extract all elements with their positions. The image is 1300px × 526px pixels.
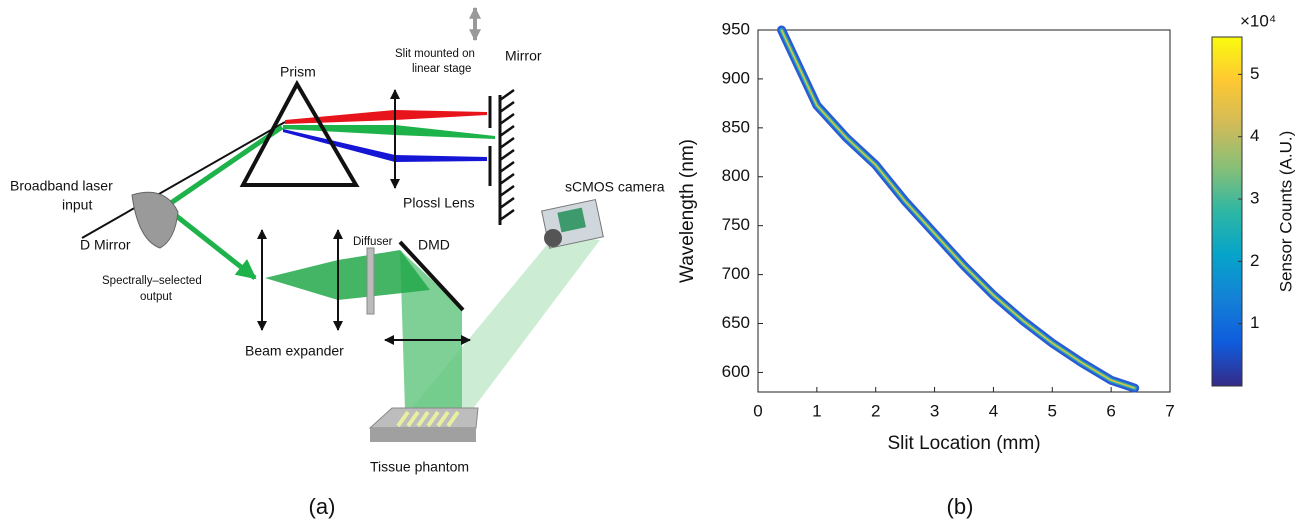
- x-tick-label: 5: [1048, 401, 1057, 420]
- y-tick-label: 850: [722, 117, 750, 136]
- dmd: [398, 240, 465, 312]
- x-tick-label: 0: [753, 401, 762, 420]
- x-tick-label: 2: [871, 401, 880, 420]
- colorbar-label: Sensor Counts (A.U.): [1276, 131, 1295, 293]
- diffuser: [366, 247, 375, 315]
- y-tick-label: 800: [722, 166, 750, 185]
- caption: (a): [309, 494, 336, 519]
- red-ray: [285, 110, 487, 124]
- label: Spectrally–selected: [102, 275, 202, 287]
- prism: [239, 79, 360, 187]
- caption: (b): [947, 494, 974, 519]
- x-tick-label: 7: [1165, 401, 1174, 420]
- label: Prism: [280, 64, 316, 80]
- colorbar-tick-label: 5: [1250, 64, 1259, 83]
- x-tick-label: 1: [812, 401, 821, 420]
- label: Beam expander: [245, 343, 344, 359]
- label: Tissue phantom: [370, 459, 469, 475]
- phantom-stage: [370, 428, 476, 442]
- phantom-pattern: [396, 410, 460, 428]
- laser-input: [81, 121, 286, 239]
- label: Slit mounted on: [395, 48, 475, 60]
- y-tick-label: 700: [722, 264, 750, 283]
- camera-sensor: [557, 207, 586, 233]
- label: Plossl Lens: [403, 195, 475, 211]
- x-tick-label: 6: [1106, 401, 1115, 420]
- label: input: [62, 197, 92, 213]
- d-mirror: [131, 191, 179, 249]
- curve-core: [780, 29, 1135, 389]
- y-tick-label: 900: [722, 68, 750, 87]
- blue-ray: [283, 129, 487, 162]
- green-ray: [283, 125, 495, 139]
- expanded-beam: [265, 250, 430, 300]
- colorbar-tick-label: 3: [1250, 189, 1259, 208]
- colorbar-multiplier: ×10⁴: [1240, 11, 1276, 30]
- y-tick-label: 750: [722, 215, 750, 234]
- green-beam: [160, 124, 284, 280]
- label: Diffuser: [353, 236, 393, 248]
- camera-lens: [544, 229, 562, 247]
- label: D Mirror: [80, 237, 131, 253]
- colorbar-tick-label: 1: [1250, 313, 1259, 332]
- diagram: Prism Slit mounted on linear stage Mirro…: [10, 6, 665, 519]
- y-tick-label: 950: [722, 19, 750, 38]
- x-tick-label: 4: [989, 401, 998, 420]
- label: sCMOS camera: [565, 179, 665, 195]
- label: Broadband laser: [10, 178, 113, 194]
- y-tick-label: 600: [722, 362, 750, 381]
- label: DMD: [418, 237, 450, 253]
- label: output: [140, 291, 173, 303]
- colorbar: [1211, 36, 1243, 387]
- mirror-hatch: [499, 88, 515, 222]
- colorbar-tick-label: 4: [1250, 126, 1259, 145]
- x-tick-label: 3: [930, 401, 939, 420]
- plot-frame: [757, 29, 1171, 393]
- y-tick-label: 650: [722, 313, 750, 332]
- label: linear stage: [412, 63, 471, 75]
- label: Mirror: [505, 48, 542, 64]
- colorbar-tick-label: 2: [1250, 251, 1259, 270]
- x-axis-label: Slit Location (mm): [887, 433, 1040, 454]
- y-axis-label: Wavelength (nm): [677, 139, 698, 283]
